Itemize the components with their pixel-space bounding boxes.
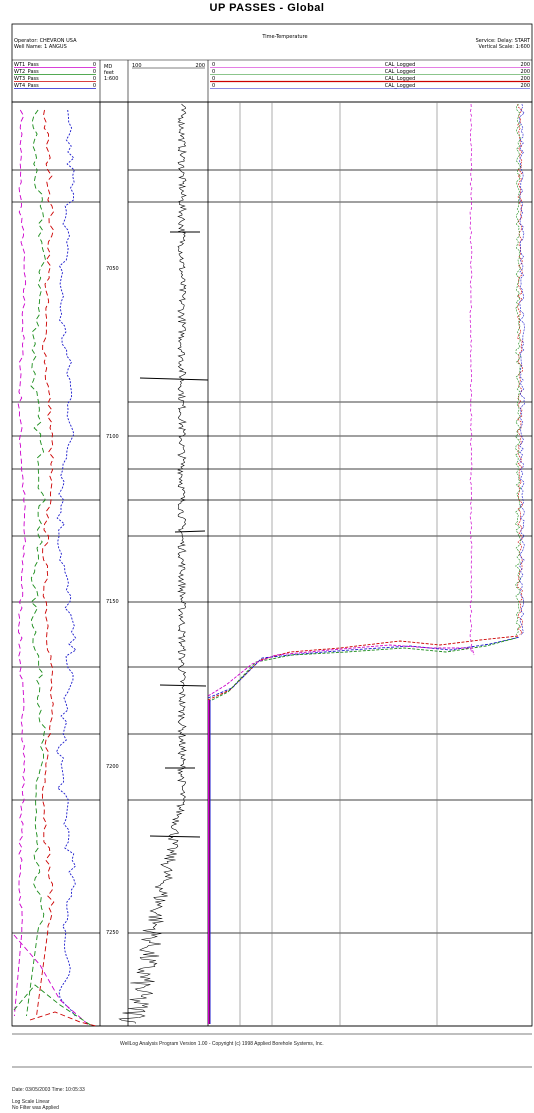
- track2-trace: [118, 103, 188, 1024]
- track1-curve-tail: [13, 934, 91, 1027]
- footer-copyright: WellLog Analysis Program Version 1.00 - …: [120, 1041, 324, 1047]
- depth-label: 7250: [106, 930, 119, 936]
- track3-curve-upper: [469, 103, 473, 653]
- depth-label: 7100: [106, 434, 119, 440]
- track3-legend-label: CAL_Logged: [385, 62, 416, 68]
- header-vertical-scale: Vertical Scale: 1:600: [479, 44, 530, 50]
- track2-spike: [139, 377, 209, 381]
- track1-curve: [26, 109, 46, 1017]
- header-center-title: Time-Temperature: [261, 34, 307, 40]
- track1-curves: [13, 109, 97, 1027]
- track3-legend-label: CAL_Logged: [385, 69, 416, 75]
- track3-legend-label: CAL_Logged: [385, 83, 416, 89]
- track3-legend-label: CAL_Logged: [385, 76, 416, 82]
- track1-legend: WT1_Pass 0 WT2_Pass 0 WT3_Pass 0 WT4_Pass 0: [14, 62, 96, 89]
- depth-header-unit: MD: [104, 64, 112, 70]
- log-header: Operator: CHEVRON USA Well Name: 1 ANGUS…: [11, 23, 533, 103]
- track3-transition-curve: [207, 636, 521, 699]
- header-well-name: Well Name: 1 ANGUS: [14, 44, 67, 50]
- track1-legend-label: WT2_Pass: [14, 69, 39, 75]
- track1-legend-label: WT3_Pass: [14, 76, 39, 82]
- footer-date: Date: 03/05/2003 Time: 10:05:33: [12, 1087, 85, 1093]
- track3-transition-curve: [207, 644, 475, 697]
- track2-noise-trace: [118, 103, 209, 1024]
- track3-legend-min: 0: [212, 69, 215, 75]
- header-operator: Operator: CHEVRON USA: [14, 38, 77, 44]
- track1-curve-tail: [13, 984, 93, 1027]
- depth-gridlines: [12, 169, 532, 934]
- track3-legend: 0 CAL_Logged 200 0 CAL_Logged 200 0 CAL_Logged 2…: [210, 62, 530, 89]
- depth-header-scale: 1:600: [104, 76, 118, 82]
- track1-curve-tail: [29, 1011, 97, 1027]
- track3-legend-min: 0: [212, 62, 215, 68]
- footer-note-filter: No Filter was Applied: [12, 1105, 59, 1111]
- well-log-plot: Operator: CHEVRON USA Well Name: 1 ANGUS…: [11, 23, 533, 1027]
- track1-legend-value: 0: [93, 69, 96, 75]
- track3-legend-max: 200: [520, 83, 530, 89]
- page-title: UP PASSES - Global: [209, 2, 325, 14]
- track3-legend-max: 200: [520, 62, 530, 68]
- track3-vertical-grid: [239, 102, 438, 1026]
- track1-legend-label: WT4_Pass: [14, 83, 39, 89]
- track2-max-label: 200: [195, 63, 205, 69]
- track3-curve-upper: [519, 103, 525, 636]
- track1-legend-label: WT1_Pass: [14, 62, 39, 68]
- track3-legend-min: 0: [212, 83, 215, 89]
- depth-label: 7150: [106, 599, 119, 605]
- track1-curve: [36, 109, 55, 1017]
- track2-min-label: 100: [132, 63, 142, 69]
- track2-spike: [174, 530, 206, 533]
- track1-legend-value: 0: [93, 76, 96, 82]
- track1-curve: [55, 109, 77, 1017]
- track2-spike: [149, 835, 201, 838]
- depth-labels: 7050 7100 7150 7200 7250: [106, 266, 119, 936]
- depth-label: 7200: [106, 764, 119, 770]
- track1-legend-value: 0: [93, 83, 96, 89]
- track2-spike: [159, 684, 207, 687]
- track3-transition-curve: [207, 637, 517, 703]
- header-service: Service: Delay: START: [476, 38, 531, 44]
- track3-curve-upper: [517, 103, 523, 636]
- track3-legend-max: 200: [520, 69, 530, 75]
- depth-label: 7050: [106, 266, 119, 272]
- track3-temperature-curves: [207, 103, 525, 1024]
- track3-legend-max: 200: [520, 76, 530, 82]
- track1-legend-value: 0: [93, 62, 96, 68]
- footer-note-scale: Log Scale Linear: [12, 1099, 50, 1105]
- depth-header-feet: feet: [104, 70, 114, 76]
- log-footer: WellLog Analysis Program Version 1.00 - …: [0, 1041, 534, 1113]
- track3-curve-upper: [515, 103, 521, 636]
- track3-legend-min: 0: [212, 76, 215, 82]
- track1-curve: [13, 109, 27, 1017]
